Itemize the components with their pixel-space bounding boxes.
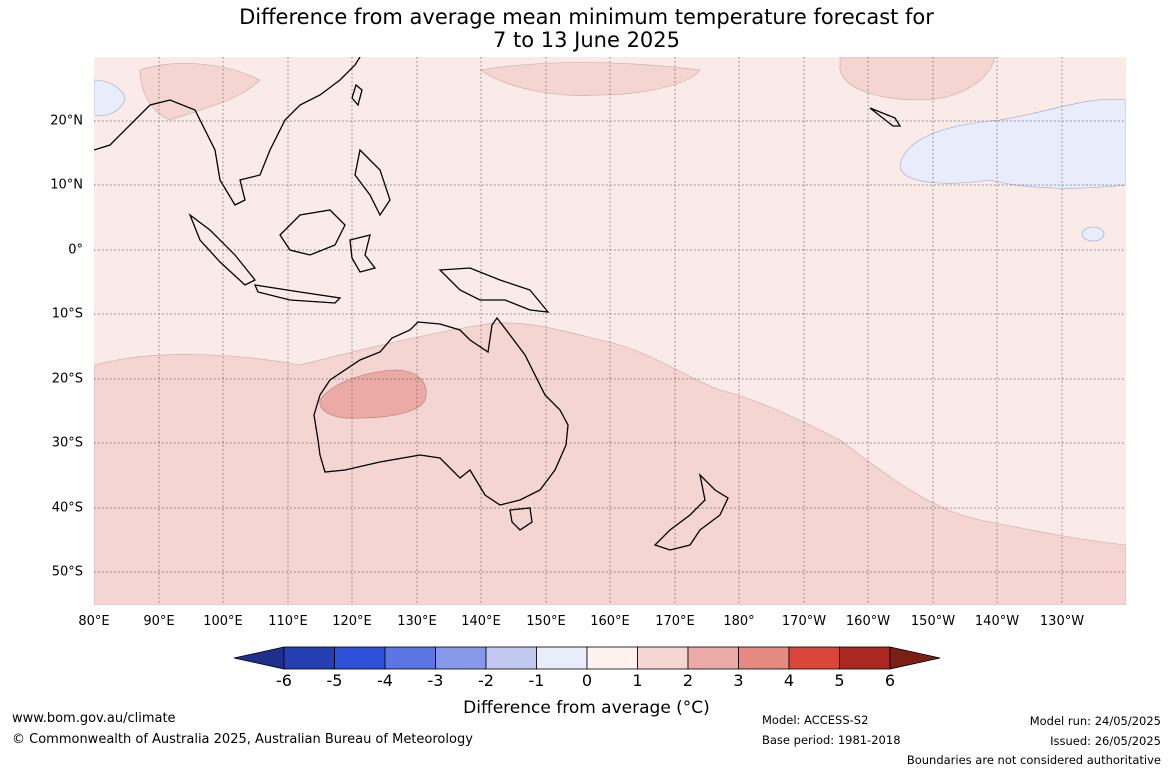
colorbar-tick-label: 0: [581, 671, 593, 690]
colorbar-tick-label: 3: [733, 671, 744, 690]
colorbar-swatch: [536, 646, 588, 670]
java-coastline: [253, 284, 342, 304]
colorbar-arrow-low: [233, 646, 285, 670]
lon-label: 160°E: [590, 614, 630, 629]
lat-label: 10°N: [50, 177, 83, 193]
lon-label: 160°W: [845, 614, 891, 629]
lon-label: 80°E: [78, 614, 110, 629]
colorbar-tick-label: -6: [276, 671, 292, 690]
lon-label: 100°E: [203, 614, 243, 629]
colorbar-swatch: [687, 646, 739, 670]
hawaii-coastline: [869, 107, 902, 127]
footer-url[interactable]: www.bom.gov.au/climate: [12, 711, 176, 726]
footer-base-period: Base period: 1981-2018: [762, 733, 901, 747]
lon-label: 140°E: [461, 614, 501, 629]
taiwan-coastline: [351, 83, 363, 107]
footer-model-run: Model run: 24/05/2025: [1029, 714, 1161, 728]
lat-label: 30°S: [51, 435, 83, 451]
colorbar-swatch: [334, 646, 386, 670]
colorbar-tick-label: -1: [528, 671, 545, 690]
lon-label: 150°E: [526, 614, 566, 629]
colorbar-label: Difference from average (°C): [463, 698, 710, 718]
lat-label: 20°N: [50, 113, 83, 129]
cool-anomaly-region-small: [1081, 226, 1105, 242]
colorbar-swatch: [485, 646, 537, 670]
colorbar-swatch: [384, 646, 436, 670]
colorbar-tick-label: -2: [478, 671, 494, 690]
lon-label: 130°W: [1039, 614, 1085, 629]
colorbar-tick-label: 6: [884, 671, 896, 690]
footer-disclaimer: Boundaries are not considered authoritat…: [906, 753, 1161, 767]
lat-label: 10°S: [51, 306, 83, 322]
sulawesi-coastline: [349, 234, 377, 273]
colorbar-tick-label: -5: [326, 671, 343, 690]
lat-label: 50°S: [51, 564, 83, 580]
colorbar-arrow-high: [889, 646, 941, 670]
colorbar-swatch: [586, 646, 638, 670]
colorbar-tick-label: 4: [783, 671, 795, 690]
map-title-line2: 7 to 13 June 2025: [492, 28, 681, 52]
lon-label: 150°W: [910, 614, 956, 629]
lat-label: 0°: [68, 242, 83, 258]
colorbar-swatch: [637, 646, 689, 670]
warm-anomaly-region-western-australia: [319, 369, 427, 419]
philippines-coastline: [354, 148, 391, 217]
borneo-coastline: [279, 209, 346, 256]
colorbar-swatch: [788, 646, 840, 670]
lon-label: 140°W: [974, 614, 1020, 629]
lon-label: 170°W: [781, 614, 827, 629]
colorbar-swatch: [435, 646, 487, 670]
footer-issued: Issued: 26/05/2025: [1050, 734, 1161, 748]
warm-anomaly-region-east-pacific: [479, 62, 701, 96]
colorbar-swatch: [839, 646, 891, 670]
tasmania-coastline: [509, 507, 533, 531]
warm-anomaly-region-north-pacific: [839, 57, 996, 101]
lon-label: 110°E: [268, 614, 308, 629]
lat-label: 40°S: [51, 500, 83, 516]
colorbar-tick-label: 5: [834, 671, 845, 690]
footer-copyright: © Commonwealth of Australia 2025, Austra…: [12, 732, 473, 747]
colorbar-tick-label: 2: [682, 671, 694, 690]
lon-label: 180°: [723, 614, 755, 629]
new-zealand-coastline: [653, 473, 729, 551]
cool-anomaly-region-north-pacific: [899, 98, 1126, 189]
footer-model: Model: ACCESS-S2: [762, 713, 869, 727]
australia-coastline: [313, 316, 569, 506]
colorbar-tick-label: -3: [427, 671, 444, 690]
lon-label: 90°E: [143, 614, 175, 629]
lon-label: 120°E: [332, 614, 372, 629]
colorbar-swatch: [738, 646, 790, 670]
colorbar-swatch: [283, 646, 335, 670]
colorbar-tick-label: 1: [632, 671, 643, 690]
graticule: [94, 57, 1126, 605]
lon-label: 170°E: [655, 614, 695, 629]
map-title-line1: Difference from average mean minimum tem…: [239, 5, 934, 29]
cool-anomaly-region-tibet: [94, 79, 126, 117]
lon-label: 130°E: [397, 614, 437, 629]
colorbar: [233, 646, 941, 670]
lat-label: 20°S: [51, 371, 83, 387]
sumatra-coastline: [188, 213, 257, 286]
asia-mainland-coastline: [94, 57, 361, 206]
new-guinea-coastline: [438, 267, 550, 313]
colorbar-tick-label: -4: [377, 671, 393, 690]
